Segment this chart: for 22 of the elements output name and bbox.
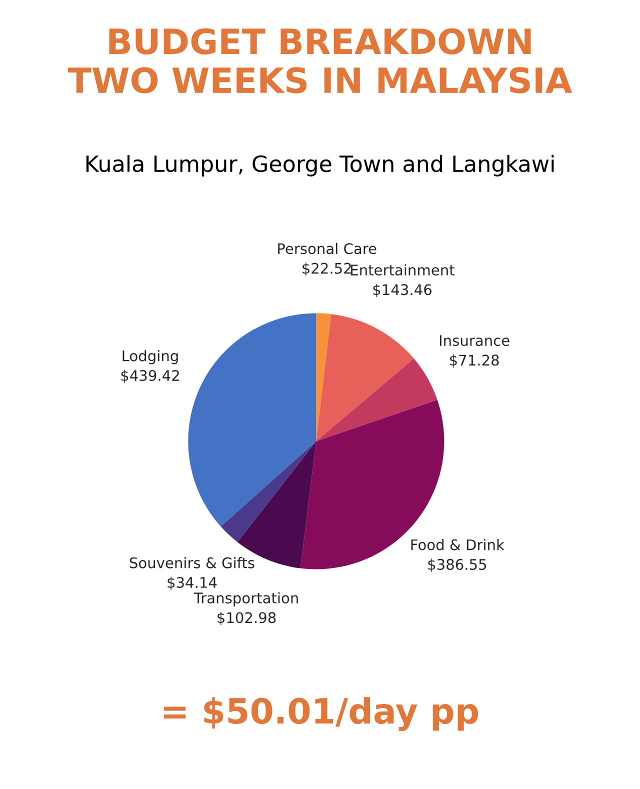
data-label: $22.52 bbox=[302, 262, 351, 276]
data-label: $386.55 bbox=[428, 558, 486, 572]
chart-title: BUDGET BREAKDOWN TWO WEEKS IN MALAYSIA bbox=[68, 28, 572, 94]
chart-subtitle: Kuala Lumpur, George Town and Langkawi bbox=[86, 154, 554, 176]
slice-label: Entertainment bbox=[351, 264, 455, 276]
pie-slice bbox=[188, 313, 316, 527]
data-label: $102.98 bbox=[218, 612, 276, 626]
slice-label: Lodging bbox=[122, 350, 178, 364]
data-label: $71.28 bbox=[450, 354, 499, 368]
slice-label: Souvenirs & Gifts bbox=[130, 557, 254, 568]
slice-label: Transportation bbox=[194, 592, 298, 606]
slice-label: Insurance bbox=[440, 335, 510, 346]
data-label: $439.42 bbox=[121, 370, 179, 383]
pie-slice bbox=[316, 314, 414, 442]
pie-slice bbox=[316, 313, 332, 442]
pie-slice bbox=[316, 358, 438, 442]
text: = $50.01/day pp bbox=[164, 697, 478, 731]
data-label: $143.46 bbox=[373, 284, 432, 298]
slice-label: Personal Care bbox=[278, 242, 376, 254]
pie-slice bbox=[220, 441, 316, 542]
data-label: $34.14 bbox=[168, 576, 217, 590]
slice-label: Food & Drink bbox=[411, 539, 504, 550]
